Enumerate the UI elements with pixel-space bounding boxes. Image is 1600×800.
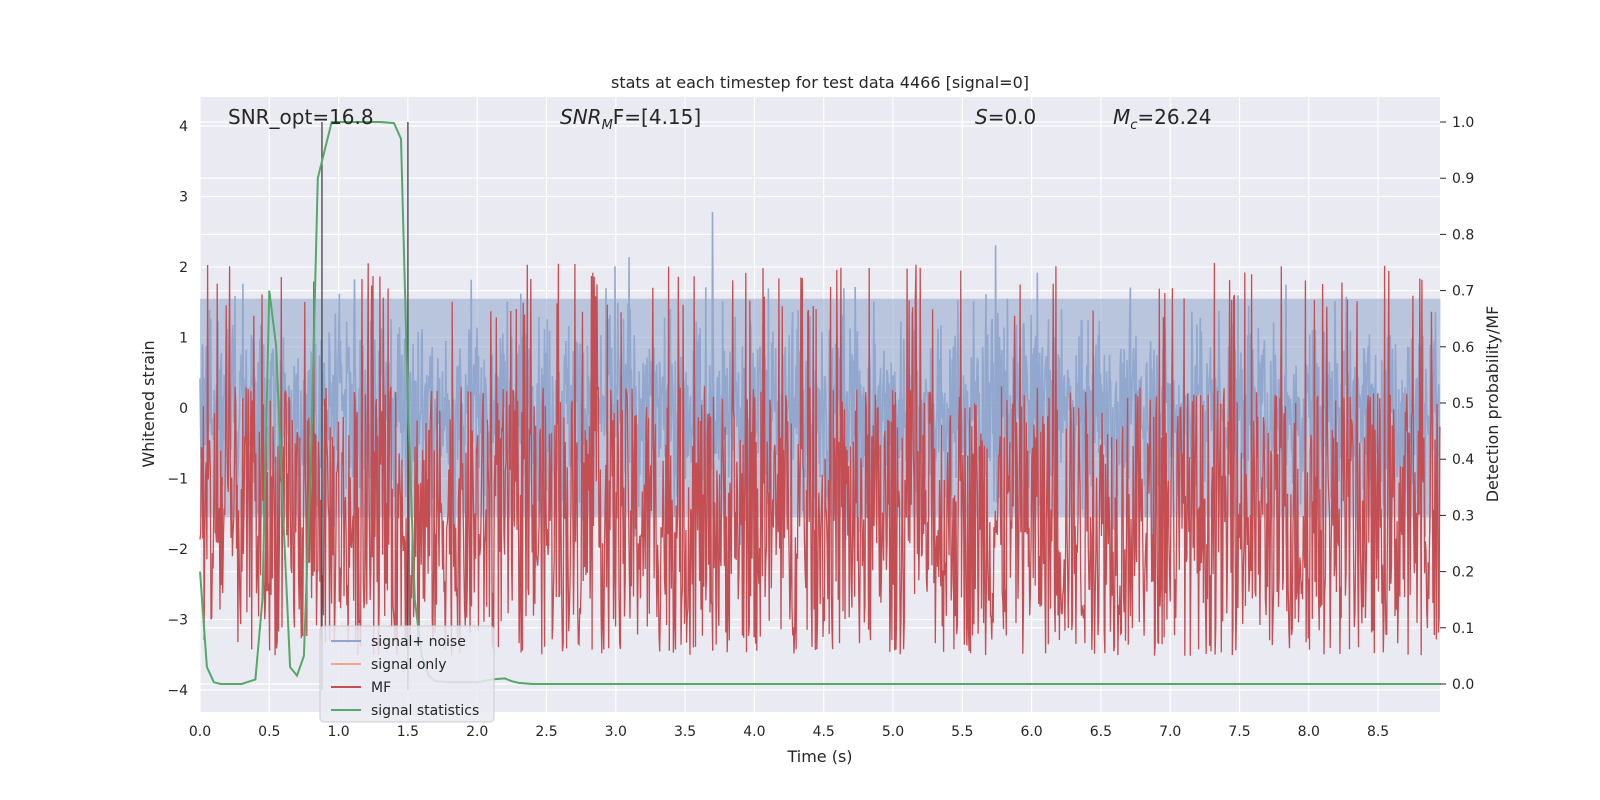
legend: signal+ noise signal only MF signal statist… bbox=[319, 625, 495, 723]
y-left-tick-label: −1 bbox=[167, 472, 188, 488]
y-right-tick-label: 1.0 bbox=[1452, 115, 1474, 131]
y-left-tick-label: 3 bbox=[179, 190, 188, 206]
y-right-tick-label: 0.8 bbox=[1452, 227, 1474, 243]
y-left-tick-label: −3 bbox=[167, 613, 188, 629]
legend-label: signal only bbox=[371, 657, 446, 673]
x-tick-label: 0.0 bbox=[189, 724, 211, 740]
x-tick-label: 2.0 bbox=[466, 724, 488, 740]
y-left-tick-label: 0 bbox=[179, 401, 188, 417]
y-left-tick-label: 2 bbox=[179, 260, 188, 276]
s-rest: =0.0 bbox=[988, 105, 1037, 129]
x-tick-label: 6.5 bbox=[1090, 724, 1112, 740]
y-right-tick-label: 0.0 bbox=[1452, 677, 1474, 693]
legend-label: MF bbox=[371, 680, 391, 696]
x-tick-label: 7.5 bbox=[1228, 724, 1250, 740]
y-right-tick-label: 0.3 bbox=[1452, 508, 1474, 524]
x-tick-label: 5.0 bbox=[882, 724, 904, 740]
snr-mf-sub: M bbox=[602, 118, 613, 133]
y-right-tick-label: 0.1 bbox=[1452, 621, 1474, 637]
y-left-tick-label: 1 bbox=[179, 331, 188, 347]
x-axis-label: Time (s) bbox=[786, 747, 852, 766]
x-tick-label: 6.0 bbox=[1020, 724, 1042, 740]
x-tick-label: 4.0 bbox=[743, 724, 765, 740]
x-tick-label: 7.0 bbox=[1159, 724, 1181, 740]
y-right-tick-label: 0.9 bbox=[1452, 171, 1474, 187]
snr-mf-rest: F=[4.15] bbox=[613, 105, 701, 129]
annotation-snr-mf: SNRMF=[4.15] bbox=[560, 105, 701, 133]
series-signal-statistics bbox=[199, 121, 1441, 685]
y-left-tick-label: 4 bbox=[179, 119, 188, 135]
mc-base: M bbox=[1113, 105, 1130, 129]
y-right-tick-label: 0.6 bbox=[1452, 340, 1474, 356]
signal-statistics-line bbox=[199, 121, 1441, 685]
y-right-axis-ticks: 1.0 0.9 0.8 0.7 0.6 0.5 0.4 0.3 0.2 0.1 0.0 bbox=[1440, 115, 1474, 693]
legend-label: signal statistics bbox=[371, 703, 479, 719]
annotation-snr-opt: SNR_opt=16.8 bbox=[228, 105, 374, 129]
x-tick-label: 3.0 bbox=[605, 724, 627, 740]
x-tick-label: 2.5 bbox=[535, 724, 557, 740]
x-tick-label: 8.5 bbox=[1367, 724, 1389, 740]
legend-box bbox=[319, 625, 495, 723]
snr-mf-base: SNR bbox=[560, 105, 602, 129]
x-tick-label: 1.5 bbox=[397, 724, 419, 740]
chart-title: stats at each timestep for test data 446… bbox=[611, 73, 1029, 92]
mc-sub: c bbox=[1130, 118, 1137, 133]
y-left-axis-label: Whitened strain bbox=[139, 340, 158, 467]
x-axis-ticks: 0.0 0.5 1.0 1.5 2.0 2.5 3.0 3.5 4.0 4.5 5.0 5.5 6.0 6… bbox=[189, 724, 1389, 740]
y-right-tick-label: 0.2 bbox=[1452, 565, 1474, 581]
x-tick-label: 5.5 bbox=[951, 724, 973, 740]
y-right-tick-label: 0.7 bbox=[1452, 284, 1474, 300]
s-base: S bbox=[975, 105, 988, 129]
x-tick-label: 3.5 bbox=[674, 724, 696, 740]
series-mf bbox=[199, 262, 1441, 656]
x-tick-label: 0.5 bbox=[258, 724, 280, 740]
y-left-axis-ticks: 4 3 2 1 0 −1 −2 −3 −4 bbox=[167, 119, 188, 699]
y-left-tick-label: −2 bbox=[167, 542, 188, 558]
x-tick-label: 8.0 bbox=[1298, 724, 1320, 740]
y-right-tick-label: 0.5 bbox=[1452, 396, 1474, 412]
y-left-tick-label: −4 bbox=[167, 683, 188, 699]
y-right-axis-label: Detection probability/MF bbox=[1483, 306, 1502, 503]
mf-line bbox=[199, 262, 1441, 656]
mc-rest: =26.24 bbox=[1137, 105, 1211, 129]
legend-label: signal+ noise bbox=[371, 634, 466, 650]
y-right-tick-label: 0.4 bbox=[1452, 452, 1474, 468]
x-tick-label: 1.0 bbox=[327, 724, 349, 740]
annotation-s: S=0.0 bbox=[975, 105, 1036, 129]
annotation-mc: Mc=26.24 bbox=[1113, 105, 1211, 133]
x-tick-label: 4.5 bbox=[813, 724, 835, 740]
